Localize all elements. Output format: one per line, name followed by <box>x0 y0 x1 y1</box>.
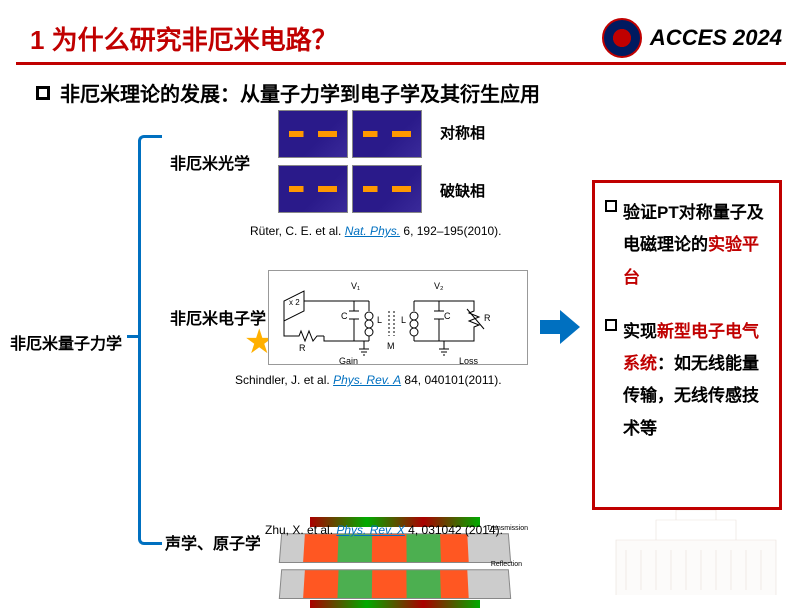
waveguide-bottom <box>279 569 511 599</box>
svg-text:C: C <box>444 311 451 321</box>
optics-slab-2 <box>352 110 422 158</box>
svg-text:R: R <box>299 343 306 353</box>
citation-elec-suffix: 84, 040101(2011). <box>401 373 502 387</box>
optics-slab-3 <box>278 165 348 213</box>
svg-text:C: C <box>341 311 348 321</box>
conclusion-text-1: 验证PT对称量子及电磁理论的实验平台 <box>623 197 769 294</box>
svg-text:L: L <box>401 315 406 325</box>
label-reflection: Reflection <box>491 561 522 568</box>
citation-optics-prefix: Rüter, C. E. et al. <box>250 224 345 238</box>
waveguide-top <box>279 533 511 563</box>
citation-ac-suffix: 4, 031042 (2014). <box>405 523 503 537</box>
branch-optics-label: 非厄米光学 <box>170 150 250 174</box>
svg-text:R: R <box>484 313 491 323</box>
svg-text:V₂: V₂ <box>434 281 444 291</box>
citation-optics-journal: Nat. Phys. <box>345 224 400 238</box>
slide-title: 1 为什么研究非厄米电路？ <box>30 20 338 57</box>
arrow-right-icon <box>540 310 580 354</box>
citation-ac-journal: Phys. Rev. X <box>336 523 404 537</box>
bullet-icon <box>36 86 50 100</box>
circuit-figure: x 2 R C L M L C R V₁ V₂ <box>268 270 528 365</box>
citation-electronics: Schindler, J. et al. Phys. Rev. A 84, 04… <box>235 373 502 387</box>
conclusion-item-2: 实现新型电子电气系统：如无线能量传输，无线传感技术等 <box>605 316 769 445</box>
citation-elec-prefix: Schindler, J. et al. <box>235 373 333 387</box>
phase-symmetric-label: 对称相 <box>440 122 485 143</box>
optics-slab-4 <box>352 165 422 213</box>
svg-text:V₁: V₁ <box>351 281 360 291</box>
bracket-icon <box>138 135 162 545</box>
university-logo-icon <box>602 18 642 58</box>
svg-text:Loss: Loss <box>459 356 479 366</box>
slide-header: 1 为什么研究非厄米电路？ ACCES 2024 <box>0 0 802 68</box>
citation-elec-journal: Phys. Rev. A <box>333 373 401 387</box>
conclusions-box: 验证PT对称量子及电磁理论的实验平台 实现新型电子电气系统：如无线能量传输，无线… <box>592 180 782 510</box>
citation-optics-suffix: 6, 192–195(2010). <box>400 224 501 238</box>
citation-optics: Rüter, C. E. et al. Nat. Phys. 6, 192–19… <box>250 224 502 238</box>
svg-text:Gain: Gain <box>339 356 358 366</box>
c2-pre: 实现 <box>623 322 657 341</box>
bullet-icon <box>605 200 617 212</box>
svg-text:M: M <box>387 341 395 351</box>
building-watermark-icon <box>596 510 796 600</box>
conclusion-item-1: 验证PT对称量子及电磁理论的实验平台 <box>605 197 769 294</box>
bracket-mid-tick <box>127 335 141 338</box>
svg-text:L: L <box>377 315 382 325</box>
subtitle-text: 非厄米理论的发展：从量子力学到电子学及其衍生应用 <box>60 78 540 107</box>
conference-label: ACCES 2024 <box>650 25 782 51</box>
optics-figure <box>278 110 428 215</box>
phase-broken-label: 破缺相 <box>440 180 485 201</box>
citation-ac-prefix: Zhu, X. et al. <box>265 523 336 537</box>
header-divider <box>16 62 786 65</box>
colorbar-bottom <box>310 600 480 608</box>
tree-root-label: 非厄米量子力学 <box>10 330 122 354</box>
conclusion-text-2: 实现新型电子电气系统：如无线能量传输，无线传感技术等 <box>623 316 769 445</box>
circuit-svg: x 2 R C L M L C R V₁ V₂ <box>269 271 529 366</box>
optics-slab-1 <box>278 110 348 158</box>
svg-text:x 2: x 2 <box>289 298 300 307</box>
bullet-icon <box>605 319 617 331</box>
subtitle-row: 非厄米理论的发展：从量子力学到电子学及其衍生应用 <box>36 78 540 107</box>
header-right: ACCES 2024 <box>602 18 782 58</box>
citation-acoustic: Zhu, X. et al. Phys. Rev. X 4, 031042 (2… <box>265 523 503 537</box>
